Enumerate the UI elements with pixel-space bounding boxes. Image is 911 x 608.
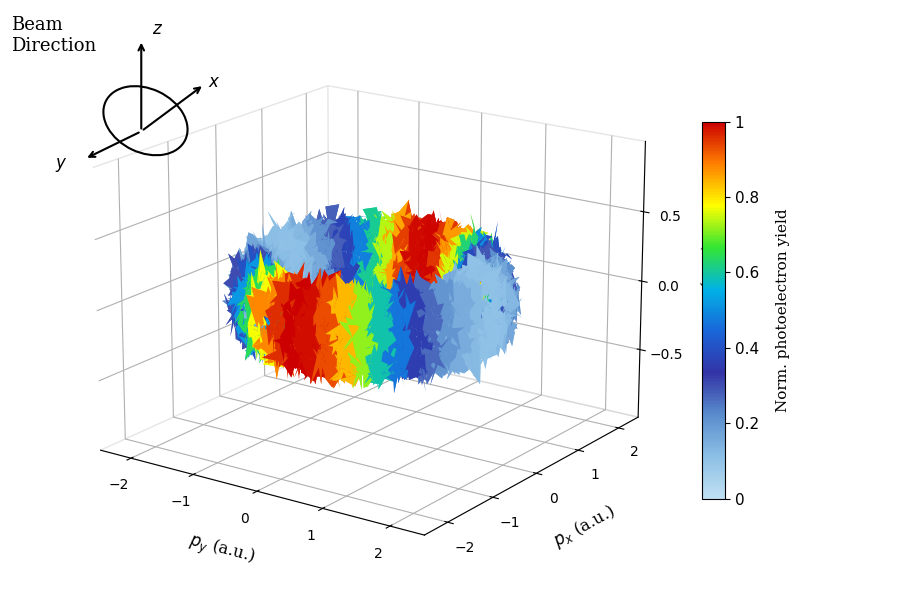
Y-axis label: $p_x$ (a.u.): $p_x$ (a.u.) [549,500,619,551]
Text: Beam
Direction: Beam Direction [11,16,97,55]
Text: $z$: $z$ [151,21,163,38]
Text: $x$: $x$ [209,74,220,91]
Text: $y$: $y$ [56,156,67,174]
Y-axis label: Norm. photoelectron yield: Norm. photoelectron yield [775,209,789,412]
X-axis label: $p_y$ (a.u.): $p_y$ (a.u.) [186,530,258,570]
